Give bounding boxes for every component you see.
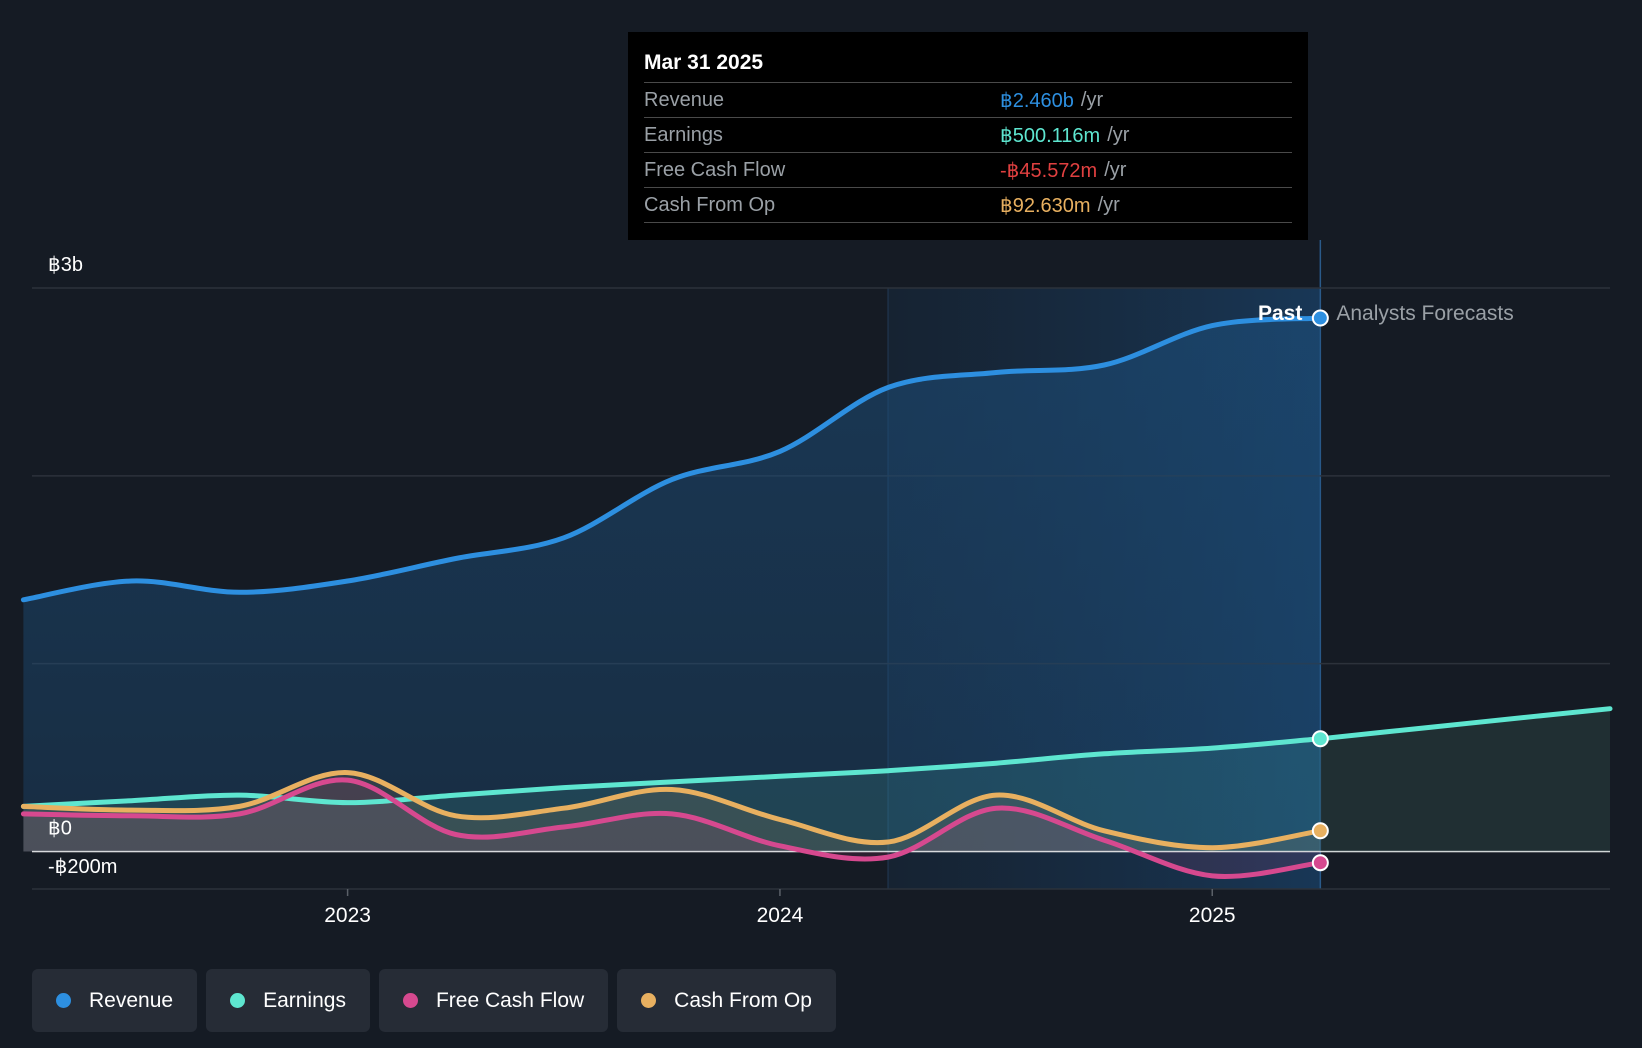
- cash-from-op-dot-icon: [641, 993, 657, 1008]
- tooltip-label: Earnings: [644, 123, 723, 146]
- tooltip-row-cash-from-op: Cash From Op ฿92.630m /yr: [644, 187, 1292, 223]
- y-tick-label: -฿200m: [48, 856, 117, 878]
- forecast-label: Analysts Forecasts: [1336, 302, 1513, 325]
- legend-label: Revenue: [89, 988, 174, 1012]
- past-label: Past: [1258, 302, 1302, 325]
- legend-label: Earnings: [263, 988, 346, 1012]
- tooltip: Mar 31 2025 Revenue ฿2.460b /yr Earnings…: [628, 32, 1308, 240]
- tooltip-value: ฿500.116m: [1000, 124, 1101, 147]
- tooltip-label: Cash From Op: [644, 193, 776, 216]
- free-cash-flow-dot-icon: [402, 993, 418, 1008]
- revenue-dot-icon: [56, 993, 71, 1008]
- line-earnings: [20, 736, 1323, 809]
- marker-cash-from-op: [1311, 822, 1329, 840]
- marker-earnings: [1311, 730, 1329, 748]
- tooltip-row-revenue: Revenue ฿2.460b /yr: [644, 82, 1292, 117]
- x-tick-label: 2023: [324, 904, 371, 927]
- y-tick-label: ฿3b: [48, 254, 83, 276]
- earnings-dot-icon: [230, 993, 246, 1008]
- legend-item-free-cash-flow[interactable]: Free Cash Flow: [378, 969, 609, 1032]
- x-tick-label: 2025: [1189, 904, 1236, 927]
- legend-item-earnings[interactable]: Earnings: [206, 969, 370, 1032]
- tooltip-label: Revenue: [644, 88, 725, 111]
- marker-free-cash-flow: [1311, 854, 1329, 872]
- marker-revenue: [1311, 309, 1329, 327]
- legend-label: Cash From Op: [674, 988, 812, 1012]
- legend-item-cash-from-op[interactable]: Cash From Op: [617, 969, 836, 1032]
- line-revenue: [20, 315, 1323, 603]
- tooltip-label: Free Cash Flow: [644, 158, 786, 181]
- tooltip-row-free-cash-flow: Free Cash Flow -฿45.572m /yr: [644, 152, 1292, 187]
- x-tick-label: 2024: [757, 904, 804, 927]
- area-earnings: [23, 738, 1321, 852]
- tooltip-unit: /yr: [1104, 158, 1127, 181]
- tooltip-date: Mar 31 2025: [644, 51, 764, 74]
- tooltip-unit: /yr: [1080, 88, 1104, 111]
- line-earnings-forecast: [1317, 706, 1613, 742]
- area-revenue: [23, 318, 1321, 852]
- line-free-cash-flow: [20, 777, 1323, 879]
- legend-label: Free Cash Flow: [435, 988, 585, 1012]
- tooltip-unit: /yr: [1107, 123, 1130, 146]
- tooltip-value: -฿45.572m: [1000, 159, 1098, 182]
- tooltip-value: ฿92.630m: [1000, 194, 1091, 217]
- tooltip-value: ฿2.460b: [1000, 89, 1074, 112]
- legend: Revenue Earnings Free Cash Flow Cash Fro…: [32, 969, 836, 1032]
- legend-item-revenue[interactable]: Revenue: [32, 969, 198, 1032]
- area-forecast-earnings: [1320, 708, 1610, 852]
- tooltip-unit: /yr: [1097, 193, 1120, 216]
- tooltip-row-earnings: Earnings ฿500.116m /yr: [644, 117, 1292, 152]
- line-cash-from-op: [20, 770, 1323, 851]
- y-tick-label: ฿0: [48, 817, 72, 839]
